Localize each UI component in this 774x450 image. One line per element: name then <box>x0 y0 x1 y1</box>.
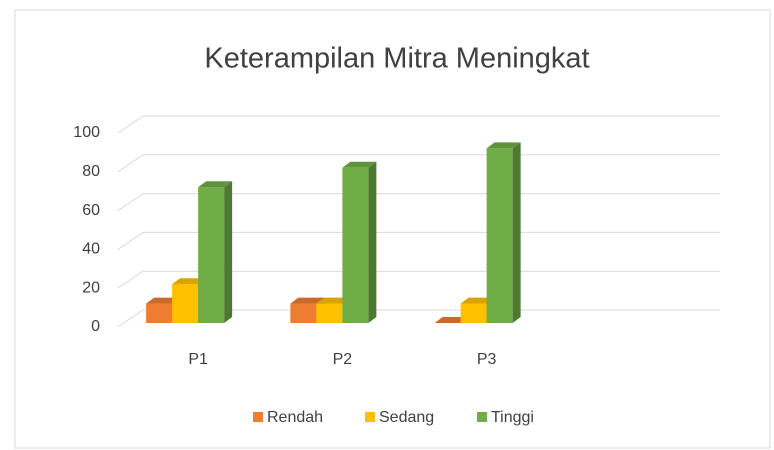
y-tick-label: 60 <box>82 202 100 219</box>
bar-front <box>290 303 317 323</box>
x-tick-label: P1 <box>188 351 208 368</box>
bar-side <box>224 181 233 323</box>
x-tick-label: P3 <box>477 351 497 368</box>
grid-line <box>117 231 720 250</box>
bar-front <box>146 303 173 323</box>
chart-title: Keterampilan Mitra Meningkat <box>204 43 589 75</box>
bar-top <box>316 297 351 304</box>
legend-swatch <box>477 412 487 422</box>
bar-front <box>198 187 225 323</box>
y-tick-label: 80 <box>82 163 100 180</box>
bar-front <box>316 303 343 323</box>
bar <box>434 317 469 323</box>
y-tick-label: 0 <box>91 318 100 335</box>
grid-line <box>117 270 720 289</box>
bar-top <box>198 181 233 188</box>
legend-swatch <box>365 412 375 422</box>
bar-front <box>342 167 369 323</box>
y-tick-label: 20 <box>82 279 100 296</box>
grid-line <box>117 115 720 134</box>
bar-top <box>486 142 521 149</box>
grid-line <box>117 193 720 212</box>
bar <box>342 161 377 323</box>
bar-top <box>460 297 495 304</box>
bar-top <box>342 161 377 168</box>
chart-border <box>14 9 771 449</box>
bar-top <box>146 297 181 304</box>
x-tick-label: P2 <box>333 351 353 368</box>
bar-front <box>460 303 487 323</box>
bar-front <box>172 284 199 323</box>
grid-line <box>117 154 720 173</box>
bar-top <box>434 317 469 323</box>
legend-swatch <box>253 412 263 422</box>
y-tick-label: 40 <box>82 241 100 258</box>
bar-front <box>486 148 513 323</box>
grid-line <box>117 309 720 328</box>
legend-label: Rendah <box>267 409 323 426</box>
bar-top <box>172 278 207 285</box>
bar <box>198 181 233 323</box>
y-tick-label: 100 <box>73 124 100 141</box>
legend-label: Tinggi <box>491 409 534 426</box>
bar <box>486 142 521 323</box>
bar-side <box>512 142 521 323</box>
bar-side <box>368 161 377 323</box>
legend-label: Sedang <box>379 409 434 426</box>
bar-top <box>290 297 325 304</box>
